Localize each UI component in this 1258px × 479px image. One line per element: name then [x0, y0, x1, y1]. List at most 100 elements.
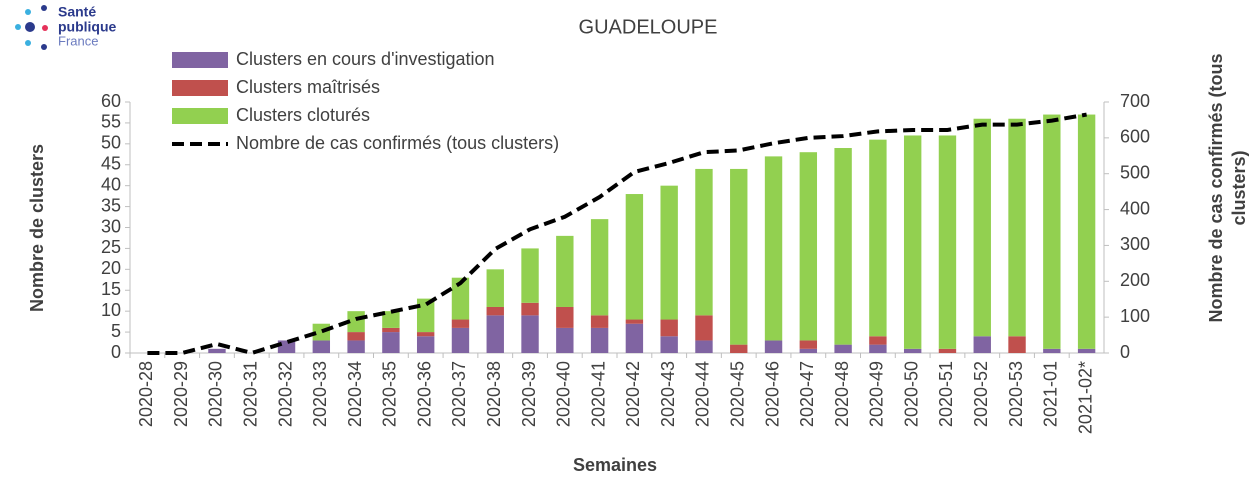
- y2-tick-label: 400: [1120, 198, 1150, 218]
- y2-tick-label: 200: [1120, 270, 1150, 290]
- bar-segment: [590, 219, 609, 316]
- bar-segment: [347, 332, 365, 341]
- bar-segment: [416, 298, 435, 333]
- bar-segment: [590, 327, 609, 353]
- x-tick-label: 2020-52: [971, 361, 991, 427]
- y-tick-label: 30: [101, 216, 121, 236]
- bar-segment: [1008, 336, 1026, 353]
- bar-segment: [1008, 118, 1026, 337]
- bar-segment: [730, 168, 748, 345]
- bar-segment: [556, 327, 574, 353]
- line: [147, 112, 1087, 356]
- y-tick-label: 35: [101, 195, 121, 215]
- legend-label: Nombre de cas confirmés (tous clusters): [236, 133, 559, 153]
- y-tick-label: 20: [101, 258, 121, 278]
- bar-segment: [799, 340, 818, 349]
- bar-segment: [660, 185, 678, 320]
- bar-segment: [764, 340, 783, 353]
- y2-tick-label: 100: [1120, 306, 1150, 326]
- bar-segment: [799, 152, 818, 341]
- y-tick-label: 55: [101, 112, 121, 132]
- bar-segment: [799, 348, 818, 353]
- bar-segment: [695, 340, 713, 353]
- logo-text: publique: [58, 19, 117, 35]
- bar-segment: [1077, 348, 1096, 353]
- bar-segment: [869, 336, 887, 345]
- y-axis-title: Nombre de clusters: [27, 144, 47, 312]
- y2-tick-label: 300: [1120, 234, 1150, 254]
- bar-segment: [521, 248, 539, 303]
- bar-segment: [416, 332, 435, 337]
- y2-tick-label: 600: [1120, 127, 1150, 147]
- bar-segment: [764, 156, 783, 341]
- y2-tick-label: 500: [1120, 162, 1150, 182]
- y-tick-label: 5: [111, 321, 121, 341]
- x-tick-label: 2020-44: [693, 361, 713, 427]
- x-tick-label: 2020-30: [206, 361, 226, 427]
- legend-swatch: [172, 108, 228, 124]
- x-tick-label: 2020-47: [797, 361, 817, 427]
- x-tick-label: 2020-28: [136, 361, 156, 427]
- bar-segment: [625, 194, 644, 320]
- bar-segment: [382, 311, 400, 328]
- x-tick-label: 2020-36: [414, 361, 434, 427]
- chart-title: GUADELOUPE: [579, 16, 718, 38]
- x-tick-label: 2020-31: [241, 361, 261, 427]
- y2-axis-title: Nombre de cas confirmés (tous: [1206, 53, 1226, 322]
- bar-segment: [973, 336, 991, 353]
- x-tick-label: 2020-42: [623, 361, 643, 427]
- x-tick-label: 2021-02*: [1075, 361, 1095, 434]
- y-tick-label: 25: [101, 237, 121, 257]
- x-tick-label: 2020-40: [554, 361, 574, 427]
- bar-segment: [312, 340, 331, 353]
- y2-tick-label: 700: [1120, 91, 1150, 111]
- bar-segment: [625, 319, 644, 324]
- x-tick-label: 2020-29: [171, 361, 191, 427]
- bar-segment: [1043, 348, 1061, 353]
- y-tick-label: 15: [101, 279, 121, 299]
- bar-segment: [1077, 114, 1096, 349]
- bar-segment: [938, 348, 957, 353]
- bar-segment: [416, 336, 435, 353]
- x-tick-label: 2020-38: [484, 361, 504, 427]
- bar-segment: [382, 332, 400, 353]
- bar-segment: [486, 315, 504, 353]
- x-tick-label: 2020-45: [728, 361, 748, 427]
- x-tick-label: 2020-53: [1006, 361, 1026, 427]
- bar-segment: [660, 336, 678, 353]
- bar-segment: [277, 340, 296, 353]
- x-tick-label: 2020-48: [832, 361, 852, 427]
- bar-segment: [695, 315, 713, 341]
- logo-text: Santé: [58, 4, 96, 20]
- x-tick-label: 2021-01: [1041, 361, 1061, 427]
- x-tick-label: 2020-34: [345, 361, 365, 427]
- bar-segment: [451, 277, 470, 320]
- legend-label: Clusters cloturés: [236, 105, 370, 125]
- bar-segment: [486, 269, 504, 307]
- y-tick-label: 0: [111, 342, 121, 362]
- y-tick-label: 45: [101, 154, 121, 174]
- bar-segment: [730, 344, 748, 353]
- y-tick-label: 60: [101, 91, 121, 111]
- bar-segment: [451, 319, 470, 328]
- bar-segment: [556, 235, 574, 307]
- y2-axis-title: clusters): [1229, 150, 1249, 225]
- legend-label: Clusters en cours d'investigation: [236, 49, 495, 69]
- bar-segment: [625, 323, 644, 353]
- bar-segment: [660, 319, 678, 337]
- x-tick-label: 2020-51: [936, 361, 956, 427]
- bar-segment: [903, 135, 922, 349]
- bar-segment: [486, 306, 504, 316]
- x-tick-label: 2020-46: [762, 361, 782, 427]
- bar-segment: [208, 348, 226, 353]
- bar-segment: [695, 168, 713, 316]
- logo: Santé publique France: [15, 4, 117, 50]
- bar-segment: [834, 148, 852, 345]
- bar-segment: [938, 135, 957, 349]
- legend-swatch: [172, 52, 228, 68]
- x-tick-label: 2020-32: [275, 361, 295, 427]
- x-tick-label: 2020-41: [588, 361, 608, 427]
- bar-segment: [903, 348, 922, 353]
- x-tick-label: 2020-39: [519, 361, 539, 427]
